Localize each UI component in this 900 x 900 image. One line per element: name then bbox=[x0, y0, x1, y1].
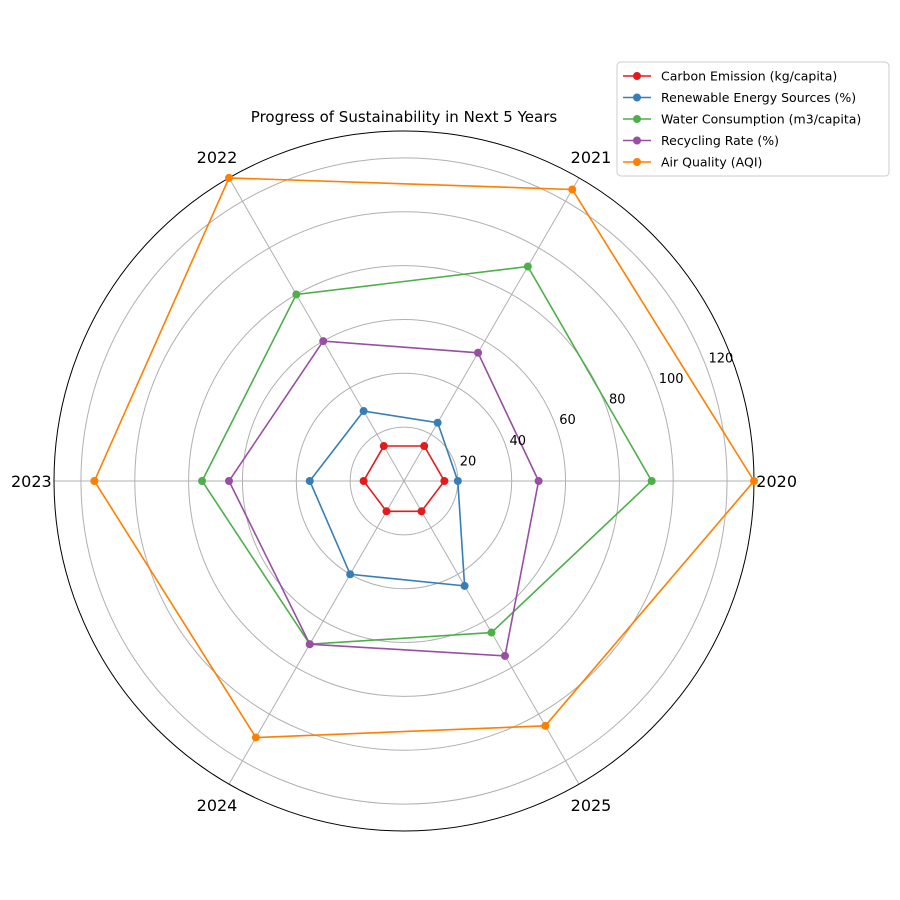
category-label: 2021 bbox=[571, 148, 612, 167]
data-point bbox=[379, 442, 388, 451]
series-4 bbox=[90, 173, 758, 742]
data-point bbox=[440, 477, 449, 485]
category-label: 2022 bbox=[197, 148, 238, 167]
data-point bbox=[568, 185, 577, 194]
legend-swatch-marker bbox=[633, 93, 641, 102]
series-line bbox=[228, 340, 540, 657]
legend-swatch-marker bbox=[633, 115, 641, 123]
series-line bbox=[93, 177, 755, 739]
data-point bbox=[474, 348, 483, 357]
legend-item: Carbon Emission (kg/capita) bbox=[623, 69, 837, 84]
data-point bbox=[460, 581, 469, 590]
legend-label: Recycling Rate (%) bbox=[661, 133, 779, 148]
legend-item: Air Quality (AQI) bbox=[623, 155, 762, 170]
data-point bbox=[453, 477, 462, 485]
grid-spoke bbox=[228, 177, 405, 482]
r-tick-label: 100 bbox=[659, 372, 684, 387]
r-tick-label: 120 bbox=[708, 351, 733, 366]
series-1 bbox=[305, 407, 469, 590]
r-tick-label: 80 bbox=[609, 393, 626, 408]
data-point bbox=[359, 477, 368, 485]
data-point bbox=[251, 733, 260, 742]
r-tick-label: 20 bbox=[460, 454, 477, 469]
chart-title: Progress of Sustainability in Next 5 Yea… bbox=[251, 108, 558, 126]
data-point bbox=[346, 570, 355, 579]
series-line bbox=[308, 410, 466, 587]
data-point bbox=[225, 477, 233, 485]
data-point bbox=[305, 640, 314, 649]
data-point bbox=[500, 651, 509, 660]
labels: 20 40 60 80 100 120 2020 2021 2022 2023 2024 2025 bbox=[11, 148, 797, 815]
legend-label: Renewable Energy Sources (%) bbox=[661, 90, 856, 105]
data-point bbox=[359, 407, 368, 416]
legend-item: Renewable Energy Sources (%) bbox=[623, 90, 856, 105]
category-label: 2023 bbox=[11, 472, 52, 491]
r-tick-label: 40 bbox=[509, 434, 526, 449]
legend-swatch-marker bbox=[633, 158, 641, 166]
series-line bbox=[362, 445, 446, 513]
legend-swatch-marker bbox=[633, 72, 641, 80]
grid-spoke bbox=[228, 480, 405, 785]
data-point bbox=[433, 418, 442, 427]
legend: Carbon Emission (kg/capita) Renewable Ene… bbox=[616, 61, 890, 177]
data-point bbox=[523, 262, 532, 271]
data-point bbox=[319, 337, 328, 346]
grid-spoke bbox=[403, 177, 580, 482]
series-0 bbox=[359, 442, 449, 516]
category-label: 2020 bbox=[756, 472, 797, 491]
legend-item: Water Consumption (m3/capita) bbox=[623, 112, 861, 127]
data-point bbox=[541, 721, 550, 730]
data-point bbox=[225, 173, 233, 182]
category-label: 2025 bbox=[571, 796, 612, 815]
legend-box bbox=[616, 61, 890, 177]
legend-label: Carbon Emission (kg/capita) bbox=[661, 69, 837, 84]
data-point bbox=[382, 507, 391, 516]
series-3 bbox=[225, 337, 543, 660]
r-tick-label: 60 bbox=[559, 413, 576, 428]
category-label: 2024 bbox=[197, 796, 238, 815]
legend-label: Air Quality (AQI) bbox=[661, 155, 762, 170]
data-point bbox=[198, 477, 207, 485]
series-2 bbox=[198, 262, 656, 649]
data-point bbox=[534, 477, 543, 485]
data-point bbox=[487, 628, 496, 637]
data-point bbox=[292, 290, 301, 299]
series-layer bbox=[90, 173, 758, 742]
legend-item: Recycling Rate (%) bbox=[623, 133, 779, 148]
data-point bbox=[420, 442, 429, 451]
data-point bbox=[750, 477, 758, 485]
series-line bbox=[201, 265, 653, 646]
data-point bbox=[417, 507, 426, 516]
legend-label: Water Consumption (m3/capita) bbox=[661, 112, 861, 127]
data-point bbox=[647, 477, 656, 485]
data-point bbox=[305, 477, 314, 485]
legend-swatch-marker bbox=[633, 136, 641, 145]
data-point bbox=[90, 477, 99, 485]
